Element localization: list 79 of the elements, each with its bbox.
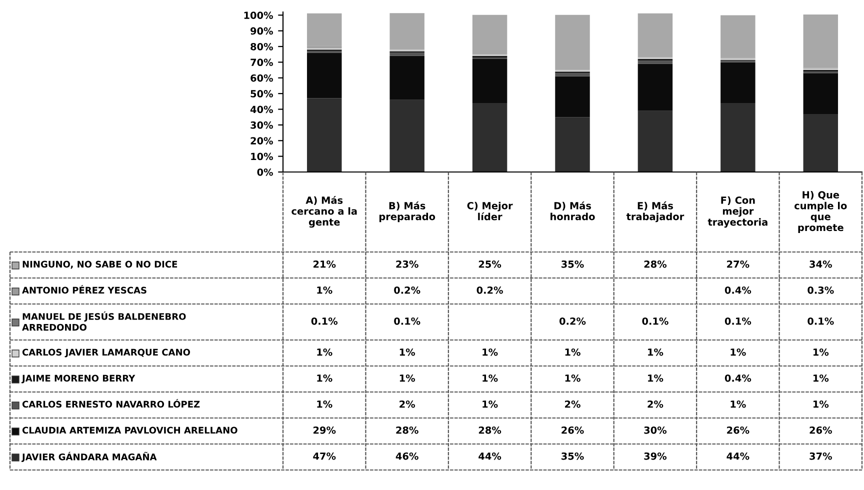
y-tick-label: 20%: [250, 137, 273, 144]
data-label: 1%: [317, 374, 332, 382]
legend-label: MANUEL DE JESÚS BALDENEBRO ARREDONDO: [22, 311, 186, 331]
x-tick-label: A) Más cercano a la gente: [292, 196, 357, 228]
data-label: 2%: [648, 400, 664, 408]
x-tick-label: H) Que cumple lo que promete: [794, 190, 847, 234]
legend-label: CLAUDIA ARTEMIZA PAVLOVICH ARELLANO: [22, 426, 238, 434]
x-tick-label: D) Más honrado: [550, 201, 595, 220]
data-label: 35%: [562, 452, 584, 460]
data-label: 1%: [400, 348, 416, 356]
y-tick-label: 90%: [250, 27, 273, 35]
data-label: 26%: [810, 426, 832, 434]
legend-label: CARLOS JAVIER LAMARQUE CANO: [22, 348, 190, 358]
data-label: 0.2%: [559, 317, 586, 325]
legend-label: JAIME MORENO BERRY: [21, 374, 136, 384]
y-tick-label: 40%: [250, 106, 273, 114]
data-label: 27%: [727, 260, 750, 268]
legend-label: ANTONIO PÉREZ YESCAS: [22, 285, 146, 294]
data-label: 1%: [813, 400, 829, 408]
legend-label: JAVIER GÁNDARA MAGAÑA: [21, 452, 157, 462]
x-tick-label: B) Más preparado: [379, 201, 436, 222]
data-label: 0.1%: [311, 317, 338, 325]
data-label: 1%: [565, 348, 580, 356]
data-label: 29%: [313, 426, 336, 434]
data-label: 21%: [313, 260, 336, 268]
x-tick-label: F) Con mejor trayectoria: [708, 196, 768, 228]
data-label: 0.4%: [724, 286, 752, 294]
data-label: 0.4%: [724, 374, 752, 382]
y-tick-label: 60%: [250, 74, 273, 82]
data-label: 2%: [400, 400, 416, 408]
data-label: 0.2%: [394, 286, 420, 294]
data-label: 0.3%: [808, 286, 834, 294]
data-label: 26%: [727, 426, 750, 434]
data-label: 1%: [482, 374, 498, 382]
data-label: 37%: [810, 452, 832, 460]
data-label: 1%: [482, 400, 498, 408]
y-tick-label: 10%: [251, 152, 273, 160]
x-tick-label: E) Más trabajador: [626, 201, 684, 222]
y-tick-label: 0%: [257, 168, 273, 176]
data-label: 28%: [478, 426, 502, 434]
data-label: 35%: [562, 260, 584, 268]
data-label: 39%: [644, 452, 667, 460]
data-label: 0.1%: [724, 317, 752, 325]
data-label: 26%: [562, 426, 584, 434]
y-tick-label: 80%: [250, 42, 273, 50]
x-tick-label: C) Mejor líder: [467, 202, 513, 220]
y-tick-label: 50%: [250, 90, 273, 98]
data-label: 1%: [565, 374, 580, 382]
data-label: 1%: [317, 348, 332, 356]
data-label: 1%: [317, 286, 332, 294]
data-label: 30%: [644, 426, 667, 434]
data-label: 1%: [317, 400, 332, 408]
data-label: 1%: [813, 374, 829, 382]
data-label: 0.2%: [476, 286, 503, 294]
data-label: 47%: [313, 452, 336, 460]
data-label: 23%: [396, 260, 418, 268]
data-label: 1%: [730, 400, 746, 408]
legend-label: NINGUNO, NO SABE O NO DICE: [22, 260, 178, 269]
data-label: 0.1%: [394, 317, 420, 325]
data-label: 1%: [482, 348, 498, 356]
data-label: 1%: [648, 374, 664, 382]
y-tick-label: 100%: [244, 12, 273, 19]
data-label: 1%: [400, 374, 416, 382]
data-label: 0.1%: [642, 317, 668, 325]
y-tick-label: 70%: [250, 58, 273, 66]
data-label: 28%: [396, 426, 418, 434]
data-label: 0.1%: [808, 317, 834, 325]
data-label: 46%: [396, 452, 418, 460]
data-label: 28%: [644, 260, 667, 268]
data-label: 25%: [478, 260, 502, 268]
y-tick-label: 30%: [250, 121, 273, 129]
data-label: 2%: [565, 400, 580, 408]
legend-label: CARLOS ERNESTO NAVARRO LÓPEZ: [22, 399, 200, 408]
data-label: 34%: [810, 260, 832, 268]
data-label: 44%: [478, 452, 502, 460]
data-label: 44%: [726, 452, 750, 460]
data-label: 1%: [730, 348, 746, 356]
data-label: 1%: [648, 348, 664, 356]
data-label: 1%: [813, 348, 829, 356]
